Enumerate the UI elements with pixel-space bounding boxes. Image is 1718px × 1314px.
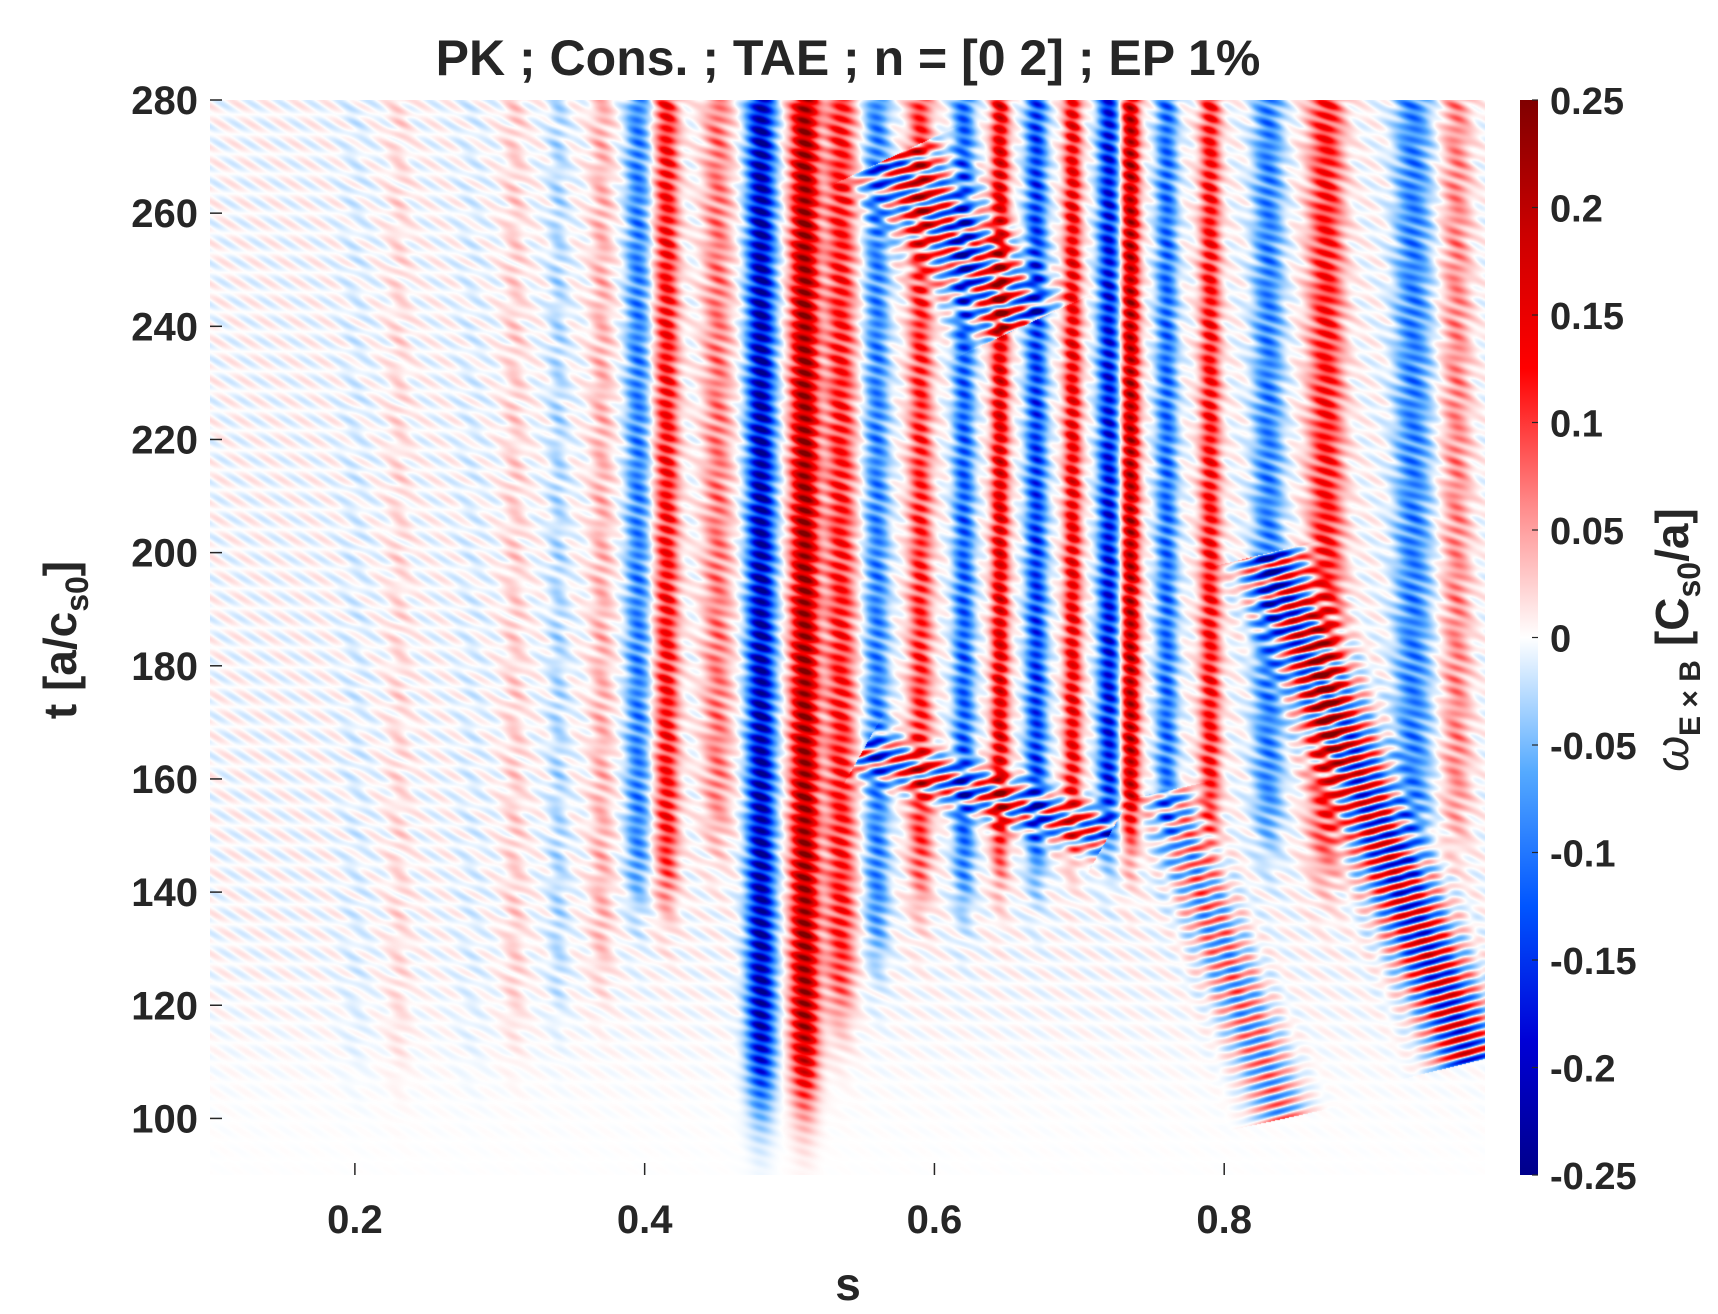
y-tick-label: 280 — [131, 79, 198, 123]
y-tick-label: 220 — [131, 418, 198, 462]
x-tick-label: 0.8 — [1196, 1198, 1252, 1242]
y-tick-label: 160 — [131, 758, 198, 802]
colorbar-label-sub: E × B — [1674, 660, 1707, 736]
colorbar-label-main: [C — [1646, 598, 1698, 647]
colorbar — [1520, 100, 1538, 1175]
heatmap-image — [210, 100, 1485, 1175]
y-tick-label: 100 — [131, 1097, 198, 1141]
y-axis-ticks: 100 120 140 160 180 200 220 240 260 280 — [131, 79, 222, 1141]
y-tick-label: 180 — [131, 645, 198, 689]
colorbar-tick-label: -0.25 — [1550, 1156, 1637, 1198]
colorbar-label-sub2: s0 — [1671, 562, 1707, 598]
x-tick-label: 0.4 — [617, 1198, 673, 1242]
colorbar-label-omega: ω — [1646, 736, 1698, 772]
colorbar-tick-label: 0.25 — [1550, 81, 1624, 123]
y-axis-label-main: t [a/c — [34, 612, 86, 719]
y-tick-label: 140 — [131, 871, 198, 915]
y-tick-label: 200 — [131, 532, 198, 576]
y-axis-label-end: ] — [34, 561, 86, 576]
y-tick-label: 120 — [131, 984, 198, 1028]
colorbar-tick-label: 0.2 — [1550, 189, 1603, 231]
colorbar-ticks: -0.25 -0.2 -0.15 -0.1 -0.05 0 0.05 0.1 0.15 0.2 0.… — [1532, 81, 1637, 1198]
colorbar-tick-label: 0.05 — [1550, 511, 1624, 553]
heatmap-canvas-holder — [210, 100, 1485, 1175]
x-axis-ticks: 0.2 0.4 0.6 0.8 — [327, 1163, 1252, 1242]
x-tick-label: 0.2 — [327, 1198, 383, 1242]
y-tick-label: 240 — [131, 305, 198, 349]
chart-title: PK ; Cons. ; TAE ; n = [0 2] ; EP 1% — [436, 30, 1261, 86]
y-axis-label-sub: s0 — [59, 576, 95, 612]
colorbar-tick-label: 0 — [1550, 619, 1571, 661]
colorbar-tick-label: -0.1 — [1550, 834, 1615, 876]
colorbar-label: ωE × B [Cs0/a] — [1646, 508, 1707, 772]
x-axis-label: s — [835, 1258, 861, 1310]
colorbar-tick-label: 0.1 — [1550, 404, 1603, 446]
colorbar-tick-label: 0.15 — [1550, 296, 1624, 338]
plot-area — [210, 100, 1485, 1175]
colorbar-tick-label: -0.05 — [1550, 726, 1637, 768]
y-axis-label: t [a/cs0] — [34, 561, 95, 719]
colorbar-label-end: /a] — [1646, 508, 1698, 562]
colorbar-tick-label: -0.15 — [1550, 941, 1637, 983]
y-tick-label: 260 — [131, 192, 198, 236]
colorbar-tick-label: -0.2 — [1550, 1049, 1615, 1091]
x-tick-label: 0.6 — [907, 1198, 963, 1242]
